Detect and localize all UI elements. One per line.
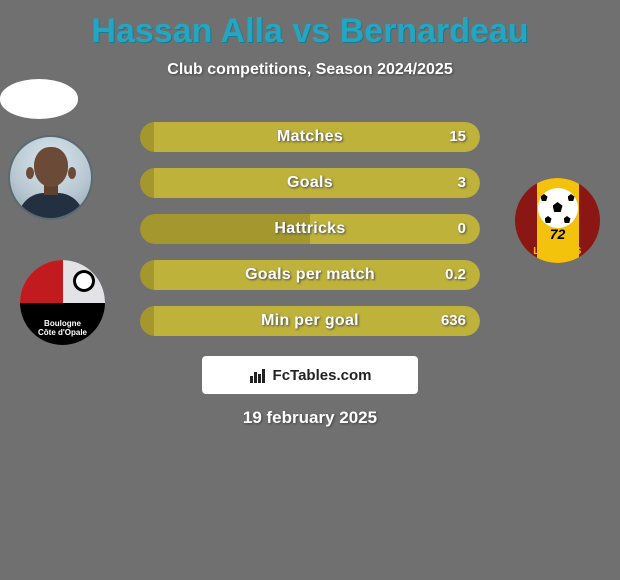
barchart-icon: [249, 366, 267, 384]
player1-avatar: [8, 135, 93, 220]
club1-line2: Côte d'Opale: [38, 328, 87, 337]
player2-avatar: [0, 79, 78, 119]
stat-bar-label: Hattricks: [140, 214, 480, 244]
stat-bar-label: Goals per match: [140, 260, 480, 290]
subtitle: Club competitions, Season 2024/2025: [0, 61, 620, 79]
club2-name: LE MANS: [515, 246, 600, 257]
stat-bar: Goals per match0.2: [140, 260, 480, 290]
stat-bar-value-right: 3: [458, 168, 466, 198]
stat-bar: Min per goal636: [140, 306, 480, 336]
stat-bar-value-right: 15: [449, 122, 466, 152]
stat-bar-value-right: 0.2: [445, 260, 466, 290]
stat-bar: Hattricks0: [140, 214, 480, 244]
page-title: Hassan Alla vs Bernardeau: [0, 0, 620, 51]
stat-bar: Matches15: [140, 122, 480, 152]
stat-bar-label: Min per goal: [140, 306, 480, 336]
club2-badge: 72 LE MANS: [515, 178, 600, 263]
stat-bar: Goals3: [140, 168, 480, 198]
stat-bar-label: Goals: [140, 168, 480, 198]
stat-bar-label: Matches: [140, 122, 480, 152]
club1-line1: Boulogne: [44, 319, 81, 328]
club1-badge: Boulogne Côte d'Opale: [20, 260, 105, 345]
stat-bar-value-right: 0: [458, 214, 466, 244]
club2-number: 72: [515, 226, 600, 242]
footer-brand-text: FcTables.com: [273, 367, 372, 384]
comparison-bars: Matches15 Goals3 Hattricks0 Goals per match…: [140, 122, 480, 352]
footer-brand-box: FcTables.com: [202, 356, 418, 394]
date-text: 19 february 2025: [0, 408, 620, 428]
stat-bar-value-right: 636: [441, 306, 466, 336]
